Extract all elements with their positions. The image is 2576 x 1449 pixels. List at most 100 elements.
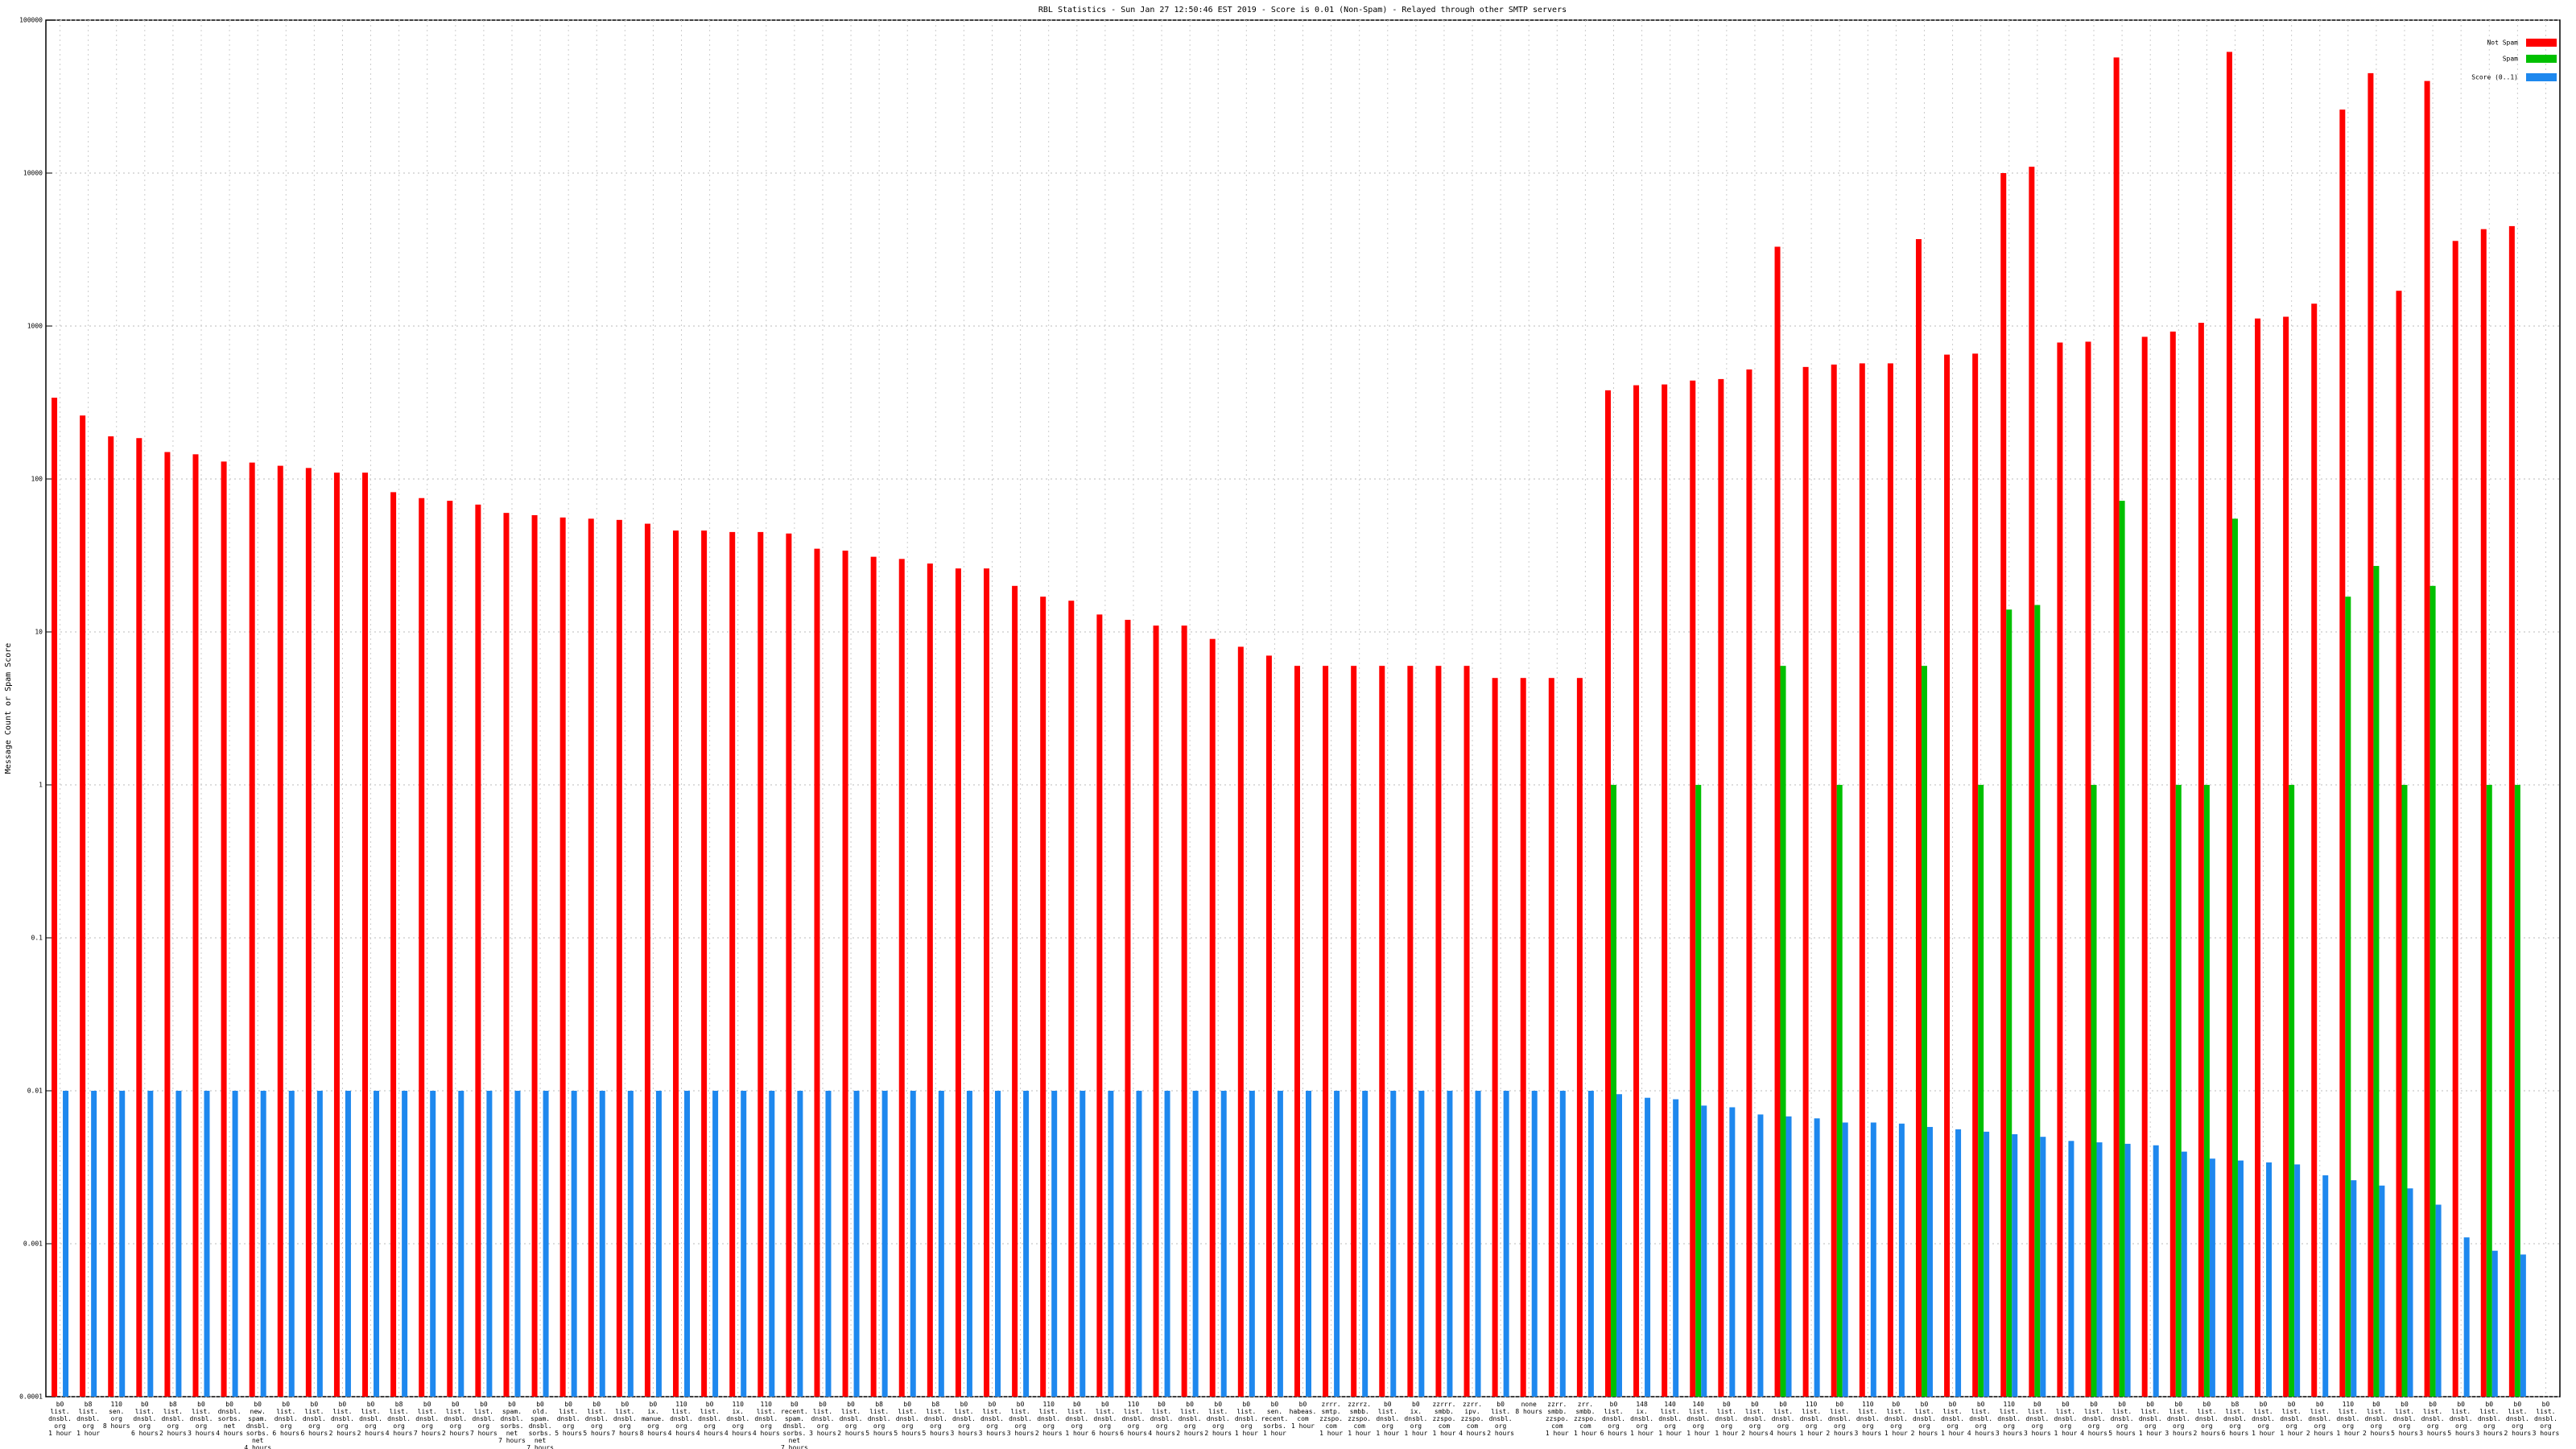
bar [402, 1091, 408, 1397]
bar [1492, 678, 1498, 1397]
bar [1802, 366, 1809, 1397]
bar [2119, 501, 2125, 1397]
bar [2034, 605, 2041, 1397]
x-tick-label: b0 list. dnsbl. org 4 hours [1967, 1401, 1995, 1437]
bar [966, 1091, 972, 1397]
x-tick-label: b8 list. dnsbl. org 5 hours [865, 1401, 893, 1437]
bar [2311, 303, 2318, 1397]
x-tick-label: b0 list. dnsbl. org 3 hours [188, 1401, 215, 1437]
bar [1690, 380, 1696, 1397]
x-tick-label: b0 list. dnsbl. org 3 hours [1006, 1401, 1034, 1437]
bar [232, 1091, 238, 1397]
x-tick-label: b8 list. dnsbl. org 6 hours [2221, 1401, 2249, 1437]
bar [1125, 619, 1131, 1397]
bar [2175, 785, 2182, 1397]
bar [1351, 666, 1357, 1397]
bar [1379, 666, 1385, 1397]
x-tick-label: b0 list. dnsbl. org 2 hours [1741, 1401, 1769, 1437]
x-tick-label: b8 list. dnsbl. org 5 hours [922, 1401, 950, 1437]
x-tick-label: b0 list. dnsbl. org 2 hours [1487, 1401, 1514, 1437]
x-tick-label: b0 ix. dnsbl. org 1 hour [1404, 1401, 1428, 1437]
x-tick-label: b0 list. dnsbl. org 1 hour [2054, 1401, 2078, 1437]
bar [1447, 1091, 1453, 1397]
bar [1836, 785, 1843, 1397]
x-tick-label: 110 list. dnsbl. org 2 hours [1034, 1401, 1063, 1437]
bar [1323, 666, 1329, 1397]
x-tick-label: b8 list. dnsbl. org 4 hours [385, 1401, 413, 1437]
bar [1080, 1091, 1086, 1397]
bar [842, 551, 848, 1397]
x-tick-label: b0 list. dnsbl. org 5 hours [555, 1401, 583, 1437]
bar [2255, 318, 2261, 1397]
x-tick-label: b0 list. dnsbl. org 3 hours [809, 1401, 836, 1437]
x-tick-label: b0 list. dnsbl. org 4 hours [1769, 1401, 1797, 1437]
x-tick-label: b0 list. dnsbl. org 1 hour [1884, 1401, 1908, 1437]
bar [2339, 109, 2346, 1397]
bar [1108, 1091, 1114, 1397]
x-tick-label: 110 list. dnsbl. org 3 hours [1854, 1401, 1882, 1437]
bar [80, 415, 86, 1397]
bar [627, 1091, 634, 1397]
legend-swatch [2526, 39, 2557, 47]
bar [1757, 1114, 1764, 1397]
bar [655, 1091, 662, 1397]
bar [2480, 229, 2487, 1397]
bar [1237, 646, 1244, 1397]
bar [2085, 341, 2091, 1397]
x-tick-label: b0 sen. recent. sorbs. 1 hour [1261, 1401, 1289, 1437]
bar [729, 531, 736, 1397]
x-tick-label: b0 list. dnsbl. org 2 hours [1176, 1401, 1203, 1437]
x-tick-label: b0 list. dnsbl. org 6 hours [300, 1401, 328, 1437]
x-tick-label: b0 list. dnsbl. org 1 hour [1376, 1401, 1400, 1437]
x-tick-label: b0 list. dnsbl. org 1 hour [1234, 1401, 1258, 1437]
bar [390, 492, 397, 1397]
y-tick-label: 0.1 [31, 935, 43, 942]
bar [1334, 1091, 1340, 1397]
bar [2373, 566, 2380, 1397]
bar [362, 473, 369, 1397]
bar [2379, 1185, 2385, 1397]
x-tick-label: b0 list. dnsbl. org 4 hours [2080, 1401, 2107, 1437]
bar [2113, 57, 2120, 1397]
bar [1068, 601, 1075, 1397]
bar [1531, 1091, 1538, 1397]
x-tick-label: b0 list. dnsbl. org 1 hour [2138, 1401, 2162, 1437]
bar [1831, 364, 1837, 1397]
x-tick-label: b0 recent. spam. dnsbl. sorbs. net 7 hou… [781, 1401, 808, 1449]
bar [814, 548, 820, 1397]
bar [1520, 678, 1526, 1397]
bar [1780, 666, 1786, 1397]
bar [2057, 342, 2063, 1397]
bar [1915, 239, 1922, 1397]
x-tick-label: 140 list. dnsbl. org 1 hour [1658, 1401, 1682, 1437]
bar [2203, 785, 2210, 1397]
bar [1153, 625, 1159, 1397]
bar [701, 530, 708, 1397]
bar [1944, 354, 1951, 1397]
bar [1548, 678, 1554, 1397]
bar [984, 568, 990, 1397]
bar [2429, 585, 2436, 1397]
bar [2040, 1137, 2046, 1397]
x-tick-label: b0 list. dnsbl. org 2 hours [1826, 1401, 1854, 1437]
bar [571, 1091, 577, 1397]
bar [204, 1091, 210, 1397]
x-tick-label: b0 list. dnsbl. org 3 hours [2023, 1401, 2051, 1437]
bar [447, 501, 453, 1397]
bar [475, 504, 481, 1397]
bar [927, 564, 933, 1397]
x-tick-label: none 8 hours [1515, 1401, 1543, 1415]
x-tick-label: b0 list. dnsbl. org 2 hours [2363, 1401, 2390, 1437]
x-tick-label: b0 list. dnsbl. org 6 hours [272, 1401, 300, 1437]
x-tick-label: b0 list. dnsbl. org 2 hours [1204, 1401, 1232, 1437]
bar [684, 1091, 691, 1397]
bar [2345, 597, 2351, 1397]
bar [2096, 1142, 2103, 1397]
bar [108, 436, 114, 1397]
bar [1294, 666, 1300, 1397]
bar [147, 1091, 154, 1397]
bar [1435, 666, 1442, 1397]
x-tick-label: b0 list. dnsbl. org 3 hours [2165, 1401, 2193, 1437]
y-tick-label: 1 [39, 782, 43, 789]
bar [2226, 52, 2232, 1397]
